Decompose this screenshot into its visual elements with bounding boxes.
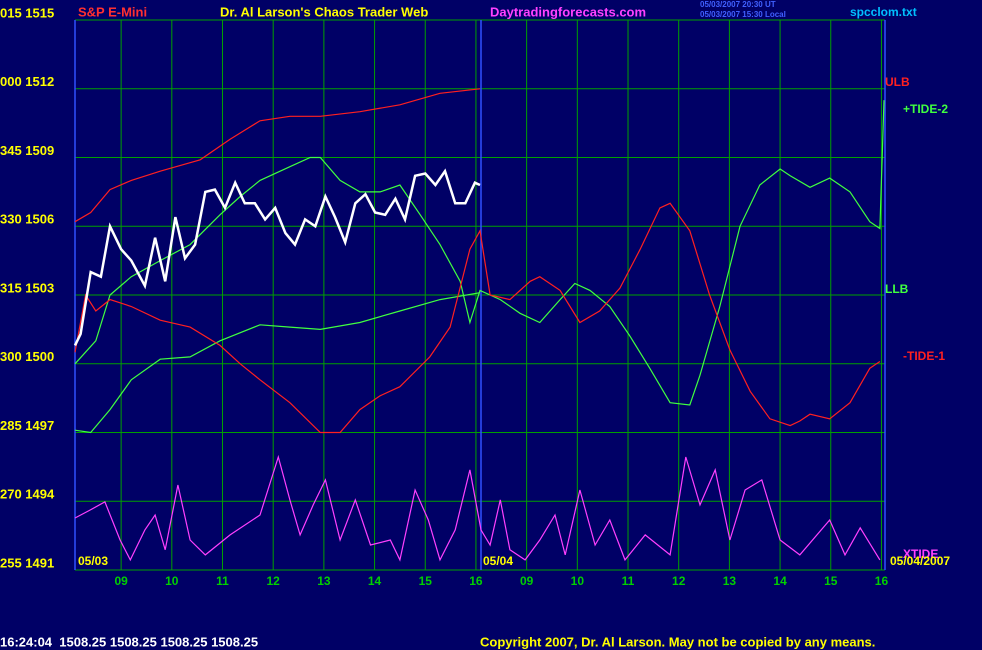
x-tick-label: 15 [824,574,838,588]
x-tick-label: 09 [114,574,128,588]
y-tick-label: 330 1506 [0,212,54,227]
series-label: LLB [885,282,909,296]
chart-title: Dr. Al Larson's Chaos Trader Web [220,4,428,19]
series-label: +TIDE-2 [903,102,948,116]
x-tick-label: 13 [317,574,331,588]
series-label: ULB [885,75,910,89]
series-label: -TIDE-1 [903,349,945,363]
annotation: spcclom.txt [850,5,917,19]
date-label: 05/03 [78,554,108,568]
x-tick-label: 11 [622,574,635,588]
copyright: Copyright 2007, Dr. Al Larson. May not b… [480,634,875,649]
x-tick-label: 10 [571,574,585,588]
y-tick-label: 015 1515 [0,5,54,20]
annotation: S&P E-Mini [78,4,147,19]
date-label: 05/04/2007 [890,554,950,568]
x-tick-label: 13 [723,574,737,588]
status-line: 16:24:04 1508.25 1508.25 1508.25 1508.25 [0,634,258,649]
series-line [74,88,481,223]
series-label: XTIDE [903,547,938,561]
annotation: Daytradingforecasts.com [490,4,646,19]
y-tick-label: 255 1491 [0,555,54,570]
x-tick-label: 09 [520,574,534,588]
y-tick-label: 285 1497 [0,418,54,433]
series-line [74,454,881,562]
x-tick-label: 14 [368,574,382,588]
x-tick-label: 10 [165,574,179,588]
x-tick-label: 16 [469,574,483,588]
x-tick-label: 16 [875,574,889,588]
x-tick-label: 12 [672,574,686,588]
x-tick-label: 14 [773,574,787,588]
y-tick-label: 345 1509 [0,143,54,158]
x-tick-label: 15 [419,574,433,588]
series-line [74,202,881,434]
x-tick-label: 11 [216,574,229,588]
y-tick-label: 300 1500 [0,349,54,364]
date-label: 05/04 [483,554,513,568]
series-line [73,168,481,346]
annotation: 05/03/2007 20:30 UT [700,0,776,9]
y-tick-label: 315 1503 [0,280,54,295]
y-tick-label: 000 1512 [0,74,54,89]
labels: 015 1515 000 1512 345 1509 330 1506 315 1503… [0,0,950,588]
series-line [74,100,885,406]
grid [75,19,885,571]
annotation: 05/03/2007 15:30 Local [700,10,786,19]
series-line [74,292,481,434]
y-tick-label: 270 1494 [0,487,55,502]
series-lines [73,88,885,562]
x-tick-label: 12 [267,574,281,588]
